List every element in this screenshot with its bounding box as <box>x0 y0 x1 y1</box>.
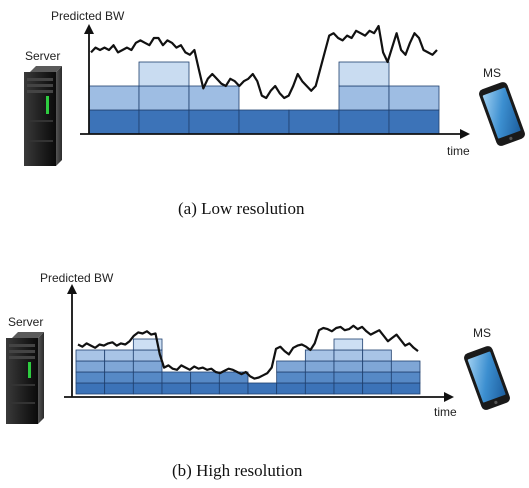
segment-block <box>75 382 106 395</box>
segment-block <box>304 360 335 373</box>
segment-block <box>390 360 421 373</box>
segment-block <box>362 371 392 384</box>
segment-block <box>338 85 390 111</box>
segment-block <box>276 371 306 384</box>
panel-caption: (b) High resolution <box>172 461 303 480</box>
segment-block <box>138 85 190 111</box>
bandwidth-curve <box>77 324 419 380</box>
segment-block <box>188 85 240 111</box>
segment-block <box>388 109 440 135</box>
segment-block <box>190 371 220 384</box>
segment-block <box>390 382 421 395</box>
segment-block <box>104 360 134 373</box>
segment-block <box>138 109 190 135</box>
segment-block <box>104 382 134 395</box>
bandwidth-curve <box>90 24 438 100</box>
segment-block <box>388 85 440 111</box>
segment-block <box>338 61 390 87</box>
segment-block <box>190 382 220 395</box>
segment-block <box>88 109 140 135</box>
segment-block <box>132 338 163 351</box>
x-axis-label: time <box>447 144 470 158</box>
panel-low-resolution: Server Predicted BW time MS (a) Low reso… <box>24 9 525 218</box>
segment-block <box>238 109 290 135</box>
segment-block <box>104 371 134 384</box>
segment-block <box>304 382 335 395</box>
segment-blocks <box>75 338 421 395</box>
panel-high-resolution: Server Predicted BW time MS (b) High res… <box>6 271 510 480</box>
phone-icon <box>479 82 525 146</box>
segment-block <box>276 360 306 373</box>
segment-block <box>161 382 192 395</box>
segment-block <box>333 338 364 351</box>
segment-block <box>333 382 364 395</box>
server-icon <box>6 332 44 424</box>
segment-block <box>138 61 190 87</box>
segment-block <box>161 371 192 384</box>
segment-block <box>333 371 364 384</box>
segment-blocks <box>88 61 440 135</box>
phone-icon <box>464 346 510 410</box>
x-axis-label: time <box>434 405 457 419</box>
y-axis-label: Predicted BW <box>40 271 114 285</box>
server-label: Server <box>25 49 60 63</box>
segment-block <box>104 349 134 362</box>
server-icon <box>24 66 62 166</box>
client-label: MS <box>473 326 491 340</box>
segment-block <box>390 371 421 384</box>
segment-block <box>75 371 106 384</box>
segment-block <box>247 382 278 395</box>
segment-block <box>132 371 163 384</box>
y-axis-label: Predicted BW <box>51 9 125 23</box>
segment-block <box>333 360 364 373</box>
segment-block <box>75 349 106 362</box>
segment-block <box>88 85 140 111</box>
segment-block <box>362 360 392 373</box>
segment-block <box>333 349 364 362</box>
segment-block <box>132 360 163 373</box>
segment-block <box>218 371 249 384</box>
segment-block <box>132 349 163 362</box>
segment-block <box>288 109 340 135</box>
segment-block <box>338 109 390 135</box>
segment-block <box>276 382 306 395</box>
segment-block <box>188 109 240 135</box>
segment-block <box>132 382 163 395</box>
segment-block <box>362 382 392 395</box>
client-label: MS <box>483 66 501 80</box>
server-label: Server <box>8 315 43 329</box>
segment-block <box>218 382 249 395</box>
segment-block <box>304 349 335 362</box>
segment-block <box>362 349 392 362</box>
segment-block <box>304 371 335 384</box>
panel-caption: (a) Low resolution <box>178 199 305 218</box>
segment-block <box>75 360 106 373</box>
